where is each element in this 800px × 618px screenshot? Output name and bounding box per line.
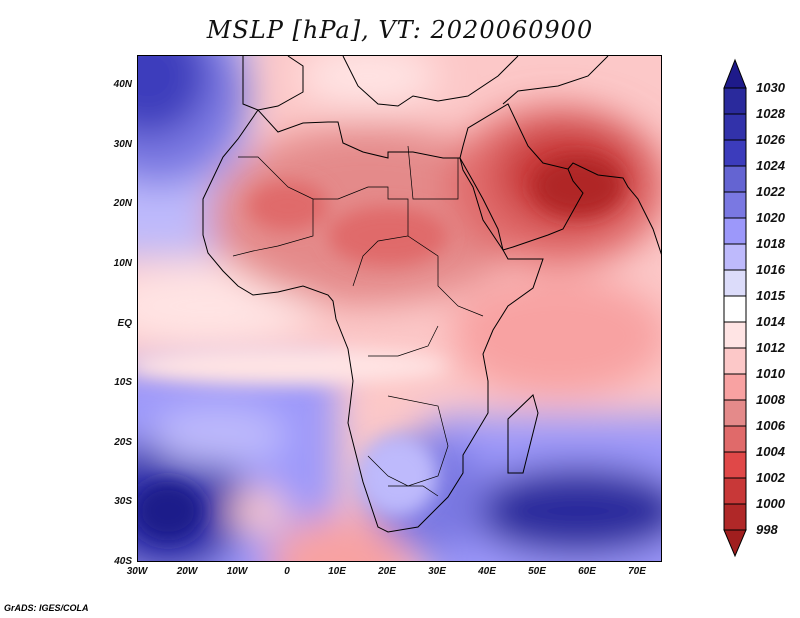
colorbar-box bbox=[723, 269, 747, 297]
y-tick-label: 20S bbox=[114, 437, 132, 448]
colorbar-box bbox=[723, 217, 747, 245]
colorbar-label: 1012 bbox=[756, 340, 785, 355]
x-tick-label: 70E bbox=[628, 566, 646, 577]
colorbar-label: 998 bbox=[756, 522, 778, 537]
colorbar-bottom-arrow bbox=[723, 529, 747, 558]
y-tick-label: EQ bbox=[117, 318, 132, 329]
colorbar-box bbox=[723, 243, 747, 271]
x-tick-label: 20W bbox=[176, 566, 198, 577]
map-panel bbox=[137, 55, 662, 562]
credit-label: GrADS: IGES/COLA bbox=[4, 603, 89, 613]
y-tick-label: 30S bbox=[114, 496, 132, 507]
mslp-field bbox=[138, 56, 661, 561]
colorbar-label: 1004 bbox=[756, 444, 785, 459]
colorbar-box bbox=[723, 321, 747, 349]
colorbar-box bbox=[723, 347, 747, 375]
colorbar-label: 1028 bbox=[756, 106, 785, 121]
colorbar-label: 1006 bbox=[756, 418, 785, 433]
colorbar-label: 1010 bbox=[756, 366, 785, 381]
colorbar bbox=[723, 58, 747, 558]
colorbar-label: 1022 bbox=[756, 184, 785, 199]
y-tick-label: 40S bbox=[114, 556, 132, 567]
colorbar-label: 1024 bbox=[756, 158, 785, 173]
colorbar-label: 1008 bbox=[756, 392, 785, 407]
colorbar-top-arrow bbox=[723, 58, 747, 89]
x-tick-label: 10E bbox=[328, 566, 346, 577]
coastlines bbox=[202, 56, 661, 533]
colorbar-box bbox=[723, 87, 747, 115]
colorbar-box bbox=[723, 373, 747, 401]
colorbar-box bbox=[723, 399, 747, 427]
colorbar-box bbox=[723, 165, 747, 193]
colorbar-label: 1002 bbox=[756, 470, 785, 485]
x-tick-label: 0 bbox=[284, 566, 290, 577]
plot-title: MSLP [hPa], VT: 2020060900 bbox=[206, 16, 594, 44]
colorbar-box bbox=[723, 425, 747, 453]
x-tick-label: 40E bbox=[478, 566, 496, 577]
y-tick-label: 20N bbox=[113, 198, 132, 209]
colorbar-box bbox=[723, 295, 747, 323]
x-tick-label: 50E bbox=[528, 566, 546, 577]
colorbar-label: 1014 bbox=[756, 314, 785, 329]
country-borders bbox=[232, 145, 484, 497]
colorbar-box bbox=[723, 139, 747, 167]
y-tick-label: 10N bbox=[113, 258, 132, 269]
y-tick-label: 10S bbox=[114, 377, 132, 388]
colorbar-label: 1026 bbox=[756, 132, 785, 147]
y-tick-label: 30N bbox=[113, 139, 132, 150]
colorbar-label: 1020 bbox=[756, 210, 785, 225]
x-tick-label: 20E bbox=[378, 566, 396, 577]
colorbar-box bbox=[723, 113, 747, 141]
colorbar-label: 1030 bbox=[756, 80, 785, 95]
colorbar-box bbox=[723, 477, 747, 505]
colorbar-box bbox=[723, 503, 747, 531]
colorbar-label: 1000 bbox=[756, 496, 785, 511]
colorbar-box bbox=[723, 451, 747, 479]
x-tick-label: 60E bbox=[578, 566, 596, 577]
x-tick-label: 10W bbox=[226, 566, 248, 577]
colorbar-label: 1015 bbox=[756, 288, 785, 303]
colorbar-box bbox=[723, 191, 747, 219]
colorbar-label: 1018 bbox=[756, 236, 785, 251]
colorbar-label: 1016 bbox=[756, 262, 785, 277]
x-tick-label: 30E bbox=[428, 566, 446, 577]
y-tick-label: 40N bbox=[113, 79, 132, 90]
x-tick-label: 30W bbox=[126, 566, 148, 577]
